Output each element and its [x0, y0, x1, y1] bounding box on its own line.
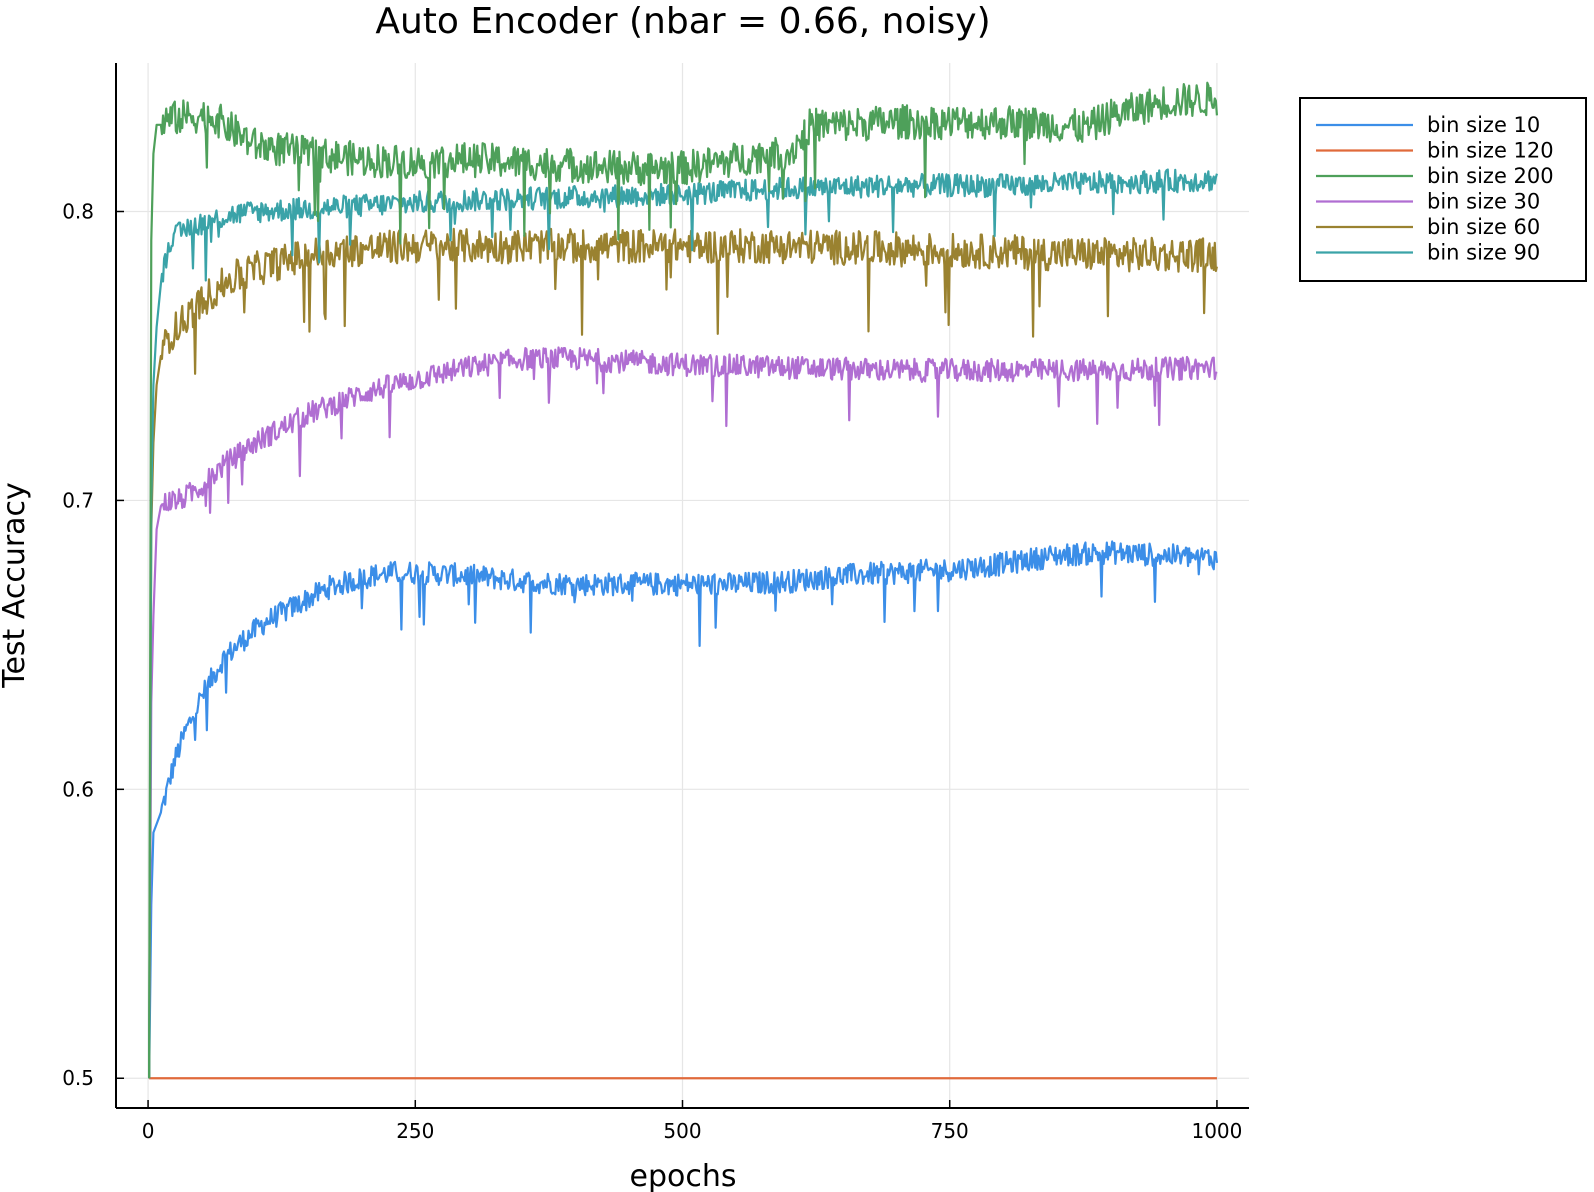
legend-label: bin size 60	[1427, 215, 1540, 239]
x-axis-title: epochs	[630, 1159, 737, 1192]
legend-label: bin size 30	[1427, 190, 1540, 214]
series-line-bin-size-30	[148, 346, 1218, 1079]
y-tick-label: 0.7	[62, 488, 94, 512]
legend-label: bin size 90	[1427, 241, 1540, 265]
legend-label: bin size 120	[1427, 139, 1554, 163]
x-tick-label: 500	[663, 1119, 701, 1143]
x-tick-label: 250	[396, 1119, 434, 1143]
grid-layer	[116, 63, 1249, 1108]
x-tick-label: 750	[931, 1119, 969, 1143]
x-tick-label: 0	[142, 1119, 155, 1143]
y-tick-label: 0.6	[62, 777, 94, 801]
series-line-bin-size-200	[148, 81, 1219, 1079]
chart-title: Auto Encoder (nbar = 0.66, noisy)	[375, 1, 990, 42]
y-tick-label: 0.8	[62, 200, 94, 224]
legend-box	[1299, 97, 1587, 282]
series-line-bin-size-10	[148, 540, 1219, 1079]
x-tick-label: 1000	[1191, 1119, 1242, 1143]
y-axis-title: Test Accuracy	[0, 482, 32, 689]
legend-label: bin size 10	[1427, 113, 1540, 137]
tick-layer: 0 250 500 750 1000 0.5 0.6 0.7 0.8	[62, 200, 1242, 1143]
series-line-bin-size-90	[148, 168, 1218, 1079]
series-layer	[148, 81, 1219, 1080]
series-line-bin-size-60	[148, 227, 1218, 1079]
legend-label: bin size 200	[1427, 164, 1554, 188]
y-tick-label: 0.5	[62, 1066, 94, 1090]
